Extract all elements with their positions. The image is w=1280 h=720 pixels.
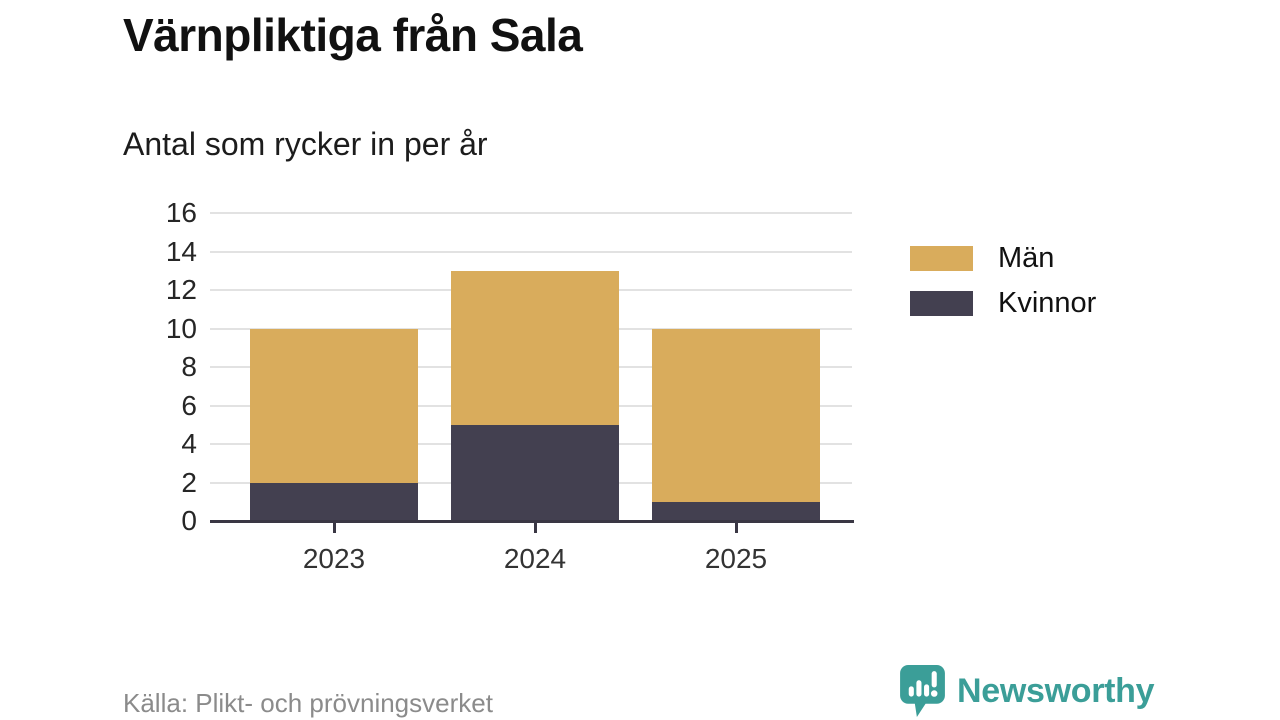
y-tick-label: 6 [181,389,197,421]
x-tick-label: 2023 [302,543,366,574]
x-tick-label: 2024 [503,543,567,574]
legend: Män Kvinnor [910,242,1096,335]
legend-row: Män [910,242,1096,274]
legend-label: Män [998,241,1055,274]
x-tick-mark [734,523,738,533]
bar-segment-man [250,328,418,483]
gridline [210,250,852,253]
bar-segment-man [652,328,820,502]
y-tick-label: 16 [165,197,197,228]
y-tick-label: 0 [181,505,197,536]
gridline [210,212,852,214]
source-note: Källa: Plikt- och prövningsverket [123,688,493,718]
bar-segment-kvinnor [250,482,418,521]
newsworthy-brand: Newsworthy [898,664,1155,718]
newsworthy-wordmark: Newsworthy [957,671,1155,710]
bar-segment-man [451,270,619,425]
legend-row: Kvinnor [910,287,1096,319]
x-tick-label: 2025 [704,543,768,574]
legend-swatch [910,245,973,271]
x-axis-line [210,520,854,523]
legend-label: Kvinnor [998,286,1097,319]
x-tick-mark [533,523,537,533]
chart-title: Värnpliktiga från Sala [123,9,583,61]
bar-segment-kvinnor [451,424,619,521]
y-tick-label: 10 [165,312,197,344]
y-tick-label: 12 [165,274,197,305]
chart-subtitle: Antal som rycker in per år [123,126,488,162]
y-tick-label: 4 [181,428,197,459]
newsworthy-logo-icon [900,665,945,717]
x-tick-mark [332,523,336,533]
bar-segment-kvinnor [652,501,820,521]
y-tick-label: 8 [181,351,197,382]
legend-swatch [910,290,973,316]
y-tick-label: 14 [165,235,197,267]
y-tick-label: 2 [181,466,197,498]
